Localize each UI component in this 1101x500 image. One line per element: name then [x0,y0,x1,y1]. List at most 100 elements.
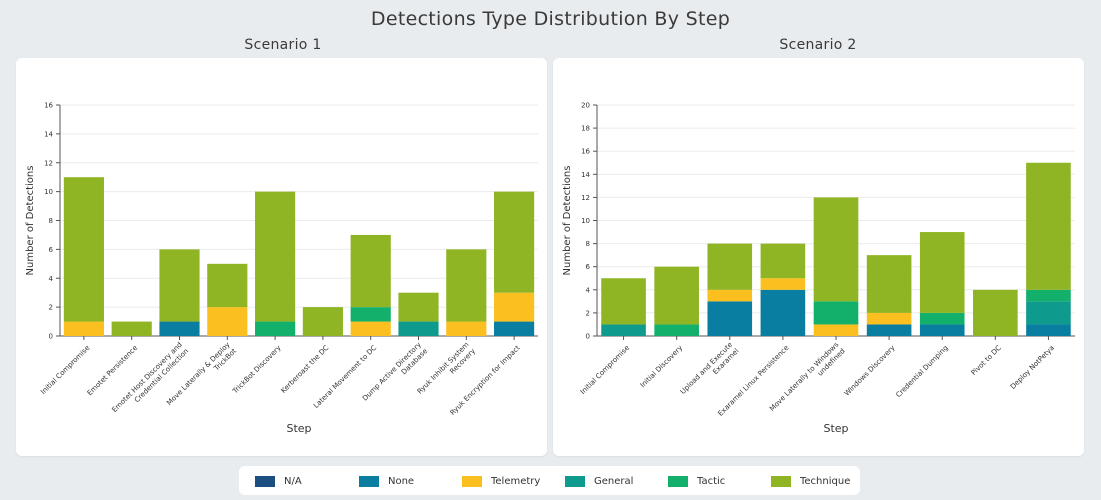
legend-label: General [594,475,634,487]
bar-none-emotet-host-discovery-and-credential-collection[interactable] [159,321,200,336]
bar-technique-windows-discovery[interactable] [866,255,912,313]
bar-technique-ryuk-inhibit-system-recovery[interactable] [446,249,487,322]
bar-general-dump-active-directory-database[interactable] [398,321,439,336]
bar-technique-move-laterally-to-windows-undefined[interactable] [813,197,859,302]
y-tick-label: 12 [581,194,590,202]
y-tick-label: 0 [49,333,53,341]
legend-label: N/A [284,475,302,487]
y-tick-label: 8 [49,217,53,225]
x-tick-label-group: Deploy NotPetya [1009,344,1056,391]
x-tick-label: Initial Compromise [39,344,91,396]
bar-tactic-deploy-notpetya[interactable] [1026,289,1071,302]
legend-swatch [565,475,585,487]
x-tick-label-group: Kerberoast the DC [279,344,330,395]
bar-tactic-trickbot-discovery[interactable] [255,321,296,336]
legend-item-general[interactable]: General [565,475,633,487]
bar-telemetry-move-laterally-deploy-trickbot[interactable] [207,307,248,336]
bar-technique-exaramel-linux-persistence[interactable] [760,243,806,279]
bar-technique-move-laterally-deploy-trickbot[interactable] [207,263,248,308]
x-tick-label-group: Initial Compromise [39,344,91,396]
legend-swatch [771,475,791,487]
y-tick-label: 2 [49,304,53,312]
legend-label: Technique [800,475,851,487]
x-tick-label-group: Windows Discovery [843,344,897,398]
y-tick-label: 0 [586,333,590,341]
bar-technique-pivot-to-dc[interactable] [973,289,1018,336]
bar-technique-upload-and-execute-exaramel[interactable] [707,243,753,290]
chart-scenario-2: 0 2 4 6 8 10 12 14 16 18 20 Initial Compromise Initi… [562,102,1075,435]
x-tick-label-group: Initial Discovery [639,344,684,389]
x-tick-label: Initial Compromise [579,344,631,396]
x-axis-title: Step [286,422,311,435]
bar-none-credential-dumping[interactable] [919,324,965,336]
bar-telemetry-move-laterally-to-windows-undefined[interactable] [813,324,859,336]
bar-technique-lateral-movement-to-dc[interactable] [350,234,391,308]
x-tick-label-group: TrickBot Discovery [231,344,283,396]
y-tick-label: 12 [44,159,53,167]
bar-telemetry-ryuk-inhibit-system-recovery[interactable] [446,321,487,336]
bar-telemetry-ryuk-encryption-for-impact[interactable] [494,292,535,322]
y-tick-label: 10 [581,217,590,225]
x-tick-label: Deploy NotPetya [1009,344,1056,391]
bar-technique-trickbot-discovery[interactable] [255,191,296,322]
legend-item-tactic[interactable]: Tactic [668,475,725,487]
x-axis-title: Step [823,422,848,435]
bar-technique-ryuk-encryption-for-impact[interactable] [494,191,535,293]
bar-tactic-move-laterally-to-windows-undefined[interactable] [813,301,859,325]
bar-none-deploy-notpetya[interactable] [1026,324,1071,336]
bar-none-upload-and-execute-exaramel[interactable] [707,301,753,336]
bar-general-initial-compromise[interactable] [601,324,646,336]
legend-swatch [668,475,688,487]
legend-swatch [462,475,482,487]
legend-item-na[interactable]: N/A [255,475,302,487]
bar-tactic-initial-discovery[interactable] [654,324,699,336]
x-tick-label: Windows Discovery [843,344,897,398]
x-tick-label: Pivot to DC [970,344,1003,377]
legend-label: Tactic [697,475,726,487]
y-tick-label: 6 [49,246,54,254]
bar-tactic-credential-dumping[interactable] [919,312,965,325]
y-axis-title: Number of Detections [562,166,573,276]
y-tick-label: 4 [49,275,54,283]
bar-technique-dump-active-directory-database[interactable] [398,292,439,322]
legend-swatch [255,475,275,487]
bar-technique-emotet-host-discovery-and-credential-collection[interactable] [159,249,200,322]
bar-technique-initial-discovery[interactable] [654,266,699,325]
y-tick-label: 18 [581,125,590,133]
bar-telemetry-exaramel-linux-persistence[interactable] [760,278,806,290]
x-tick-label: Upload and Execute [679,341,734,396]
bar-technique-deploy-notpetya[interactable] [1026,162,1071,290]
bar-telemetry-upload-and-execute-exaramel[interactable] [707,289,753,302]
bar-technique-initial-compromise[interactable] [601,278,646,325]
bar-telemetry-windows-discovery[interactable] [866,312,912,325]
bar-none-exaramel-linux-persistence[interactable] [760,289,806,336]
chart-legend: N/A None Telemetry General Tactic Techni… [239,466,860,495]
bar-tactic-lateral-movement-to-dc[interactable] [350,307,391,322]
legend-label: Telemetry [491,475,541,487]
y-tick-label: 14 [44,130,53,138]
legend-item-technique[interactable]: Technique [771,475,850,487]
bar-technique-credential-dumping[interactable] [919,232,965,313]
bar-telemetry-lateral-movement-to-dc[interactable] [350,321,391,336]
bar-none-windows-discovery[interactable] [866,324,912,336]
legend-item-telemetry[interactable]: Telemetry [462,475,540,487]
bar-none-ryuk-encryption-for-impact[interactable] [494,321,535,336]
legend-item-none[interactable]: None [359,475,414,487]
x-tick-label-group: Initial Compromise [579,344,631,396]
x-tick-label: TrickBot Discovery [231,344,283,396]
bar-technique-kerberoast-the-dc[interactable] [302,307,343,336]
bar-technique-initial-compromise[interactable] [63,177,104,322]
x-tick-label-group: Credential Dumping [894,344,949,399]
y-tick-label: 20 [581,102,590,110]
bar-general-deploy-notpetya[interactable] [1026,301,1071,325]
bar-technique-emotet-persistence[interactable] [111,321,152,336]
x-tick-label: Credential Dumping [894,344,949,399]
legend-label: None [388,475,415,487]
y-tick-label: 4 [586,286,591,294]
x-tick-label: Initial Discovery [639,344,684,389]
bar-telemetry-initial-compromise[interactable] [63,321,104,336]
y-tick-label: 10 [44,188,53,196]
